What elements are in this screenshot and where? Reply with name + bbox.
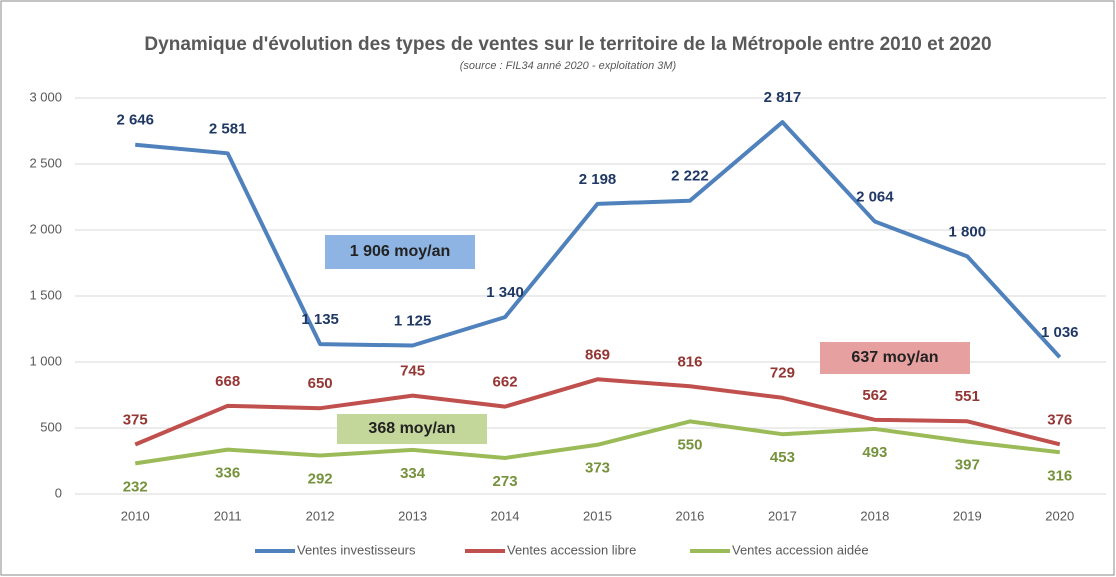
data-label: 550 — [677, 436, 702, 453]
data-label: 493 — [862, 444, 887, 461]
x-tick-label: 2018 — [860, 508, 889, 523]
data-label: 662 — [493, 374, 518, 391]
annotation-box — [325, 235, 475, 269]
series-line — [134, 419, 1061, 466]
data-label: 2 817 — [764, 89, 802, 106]
data-label: 373 — [585, 460, 610, 477]
data-label: 729 — [770, 365, 795, 382]
x-tick-label: 2010 — [121, 508, 150, 523]
legend-label: Ventes investisseurs — [297, 542, 416, 557]
data-label: 745 — [400, 363, 425, 380]
annotation: 368 moy/an — [368, 420, 455, 437]
data-label: 1 135 — [301, 311, 339, 328]
annotation: 637 moy/an — [851, 349, 938, 366]
y-tick-label: 3 000 — [29, 89, 62, 104]
y-tick-label: 0 — [55, 485, 62, 500]
data-label: 816 — [677, 353, 702, 370]
legend-label: Ventes accession aidée — [732, 542, 869, 557]
data-label: 232 — [123, 478, 148, 495]
legend-label: Ventes accession libre — [507, 542, 636, 557]
x-tick-label: 2013 — [398, 508, 427, 523]
data-label: 2 198 — [579, 171, 617, 188]
data-label: 2 064 — [856, 189, 894, 206]
data-label: 1 800 — [949, 223, 987, 240]
data-label: 2 581 — [209, 120, 247, 137]
y-tick-label: 1 500 — [29, 287, 62, 302]
chart-subtitle: (source : FIL34 anné 2020 - exploitation… — [460, 60, 677, 72]
data-label: 453 — [770, 449, 795, 466]
data-label: 273 — [493, 473, 518, 490]
data-label: 1 036 — [1041, 324, 1079, 341]
data-label: 1 340 — [486, 284, 524, 301]
data-label: 869 — [585, 346, 610, 363]
data-label: 562 — [862, 387, 887, 404]
y-tick-label: 1 000 — [29, 353, 62, 368]
series-line — [134, 377, 1061, 447]
data-label: 375 — [123, 411, 148, 428]
data-label: 376 — [1047, 411, 1072, 428]
x-tick-label: 2019 — [953, 508, 982, 523]
annotation-box — [337, 414, 487, 444]
series-line — [135, 120, 1062, 359]
y-tick-label: 2 500 — [29, 155, 62, 170]
y-tick-label: 2 000 — [29, 221, 62, 236]
x-tick-label: 2012 — [306, 508, 335, 523]
data-label: 2 646 — [116, 112, 154, 129]
data-label: 397 — [955, 457, 980, 474]
x-tick-label: 2014 — [491, 508, 520, 523]
data-label: 334 — [400, 465, 426, 482]
y-tick-label: 500 — [40, 419, 62, 434]
data-label: 668 — [215, 373, 240, 390]
annotation: 1 906 moy/an — [350, 243, 451, 260]
x-tick-label: 2011 — [214, 508, 242, 523]
data-label: 551 — [955, 388, 980, 405]
data-label: 2 222 — [671, 168, 709, 185]
data-label: 336 — [215, 465, 240, 482]
x-tick-label: 2016 — [675, 508, 704, 523]
x-tick-label: 2020 — [1045, 508, 1074, 523]
annotation-box — [820, 342, 970, 374]
data-label: 292 — [308, 470, 333, 487]
x-tick-label: 2017 — [768, 508, 797, 523]
data-label: 1 125 — [394, 312, 432, 329]
data-label: 316 — [1047, 467, 1072, 484]
data-label: 650 — [308, 375, 333, 392]
x-tick-label: 2015 — [583, 508, 612, 523]
chart-title: Dynamique d'évolution des types de vente… — [144, 34, 991, 55]
